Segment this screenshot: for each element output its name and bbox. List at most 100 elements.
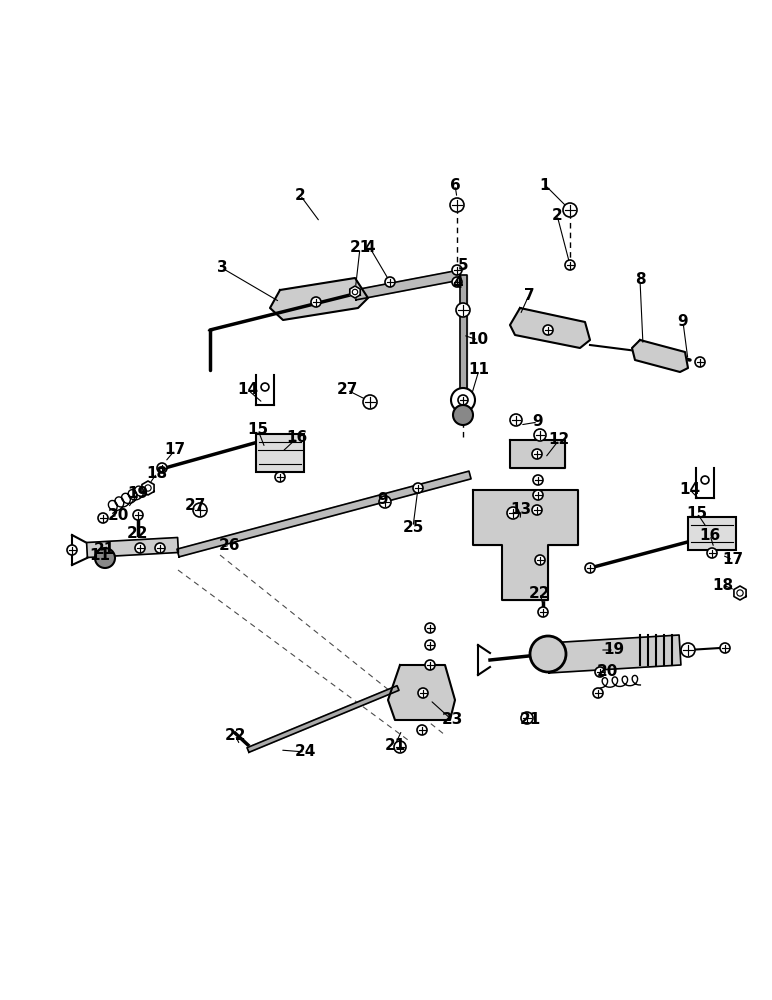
Polygon shape: [177, 471, 471, 557]
Text: 13: 13: [510, 502, 532, 518]
Polygon shape: [510, 308, 590, 348]
Circle shape: [135, 543, 145, 553]
Circle shape: [585, 563, 595, 573]
Circle shape: [67, 545, 77, 555]
Circle shape: [417, 725, 427, 735]
Text: 9: 9: [678, 314, 689, 330]
Circle shape: [533, 475, 543, 485]
Circle shape: [155, 543, 165, 553]
Polygon shape: [510, 440, 565, 468]
Circle shape: [145, 485, 151, 491]
Text: 6: 6: [449, 178, 460, 192]
Circle shape: [394, 741, 406, 753]
Polygon shape: [632, 340, 688, 372]
Circle shape: [534, 429, 546, 441]
Circle shape: [530, 636, 566, 672]
Circle shape: [311, 297, 321, 307]
Text: 23: 23: [442, 712, 462, 728]
Circle shape: [707, 548, 717, 558]
Text: 9: 9: [533, 414, 543, 430]
Text: 2: 2: [552, 208, 562, 223]
Circle shape: [418, 688, 428, 698]
Circle shape: [193, 503, 207, 517]
Text: 16: 16: [699, 528, 720, 542]
Text: 24: 24: [294, 744, 316, 760]
Text: 7: 7: [523, 288, 534, 302]
Circle shape: [453, 405, 473, 425]
Text: 19: 19: [604, 643, 625, 658]
Text: 27: 27: [185, 497, 205, 512]
Polygon shape: [547, 635, 681, 673]
Polygon shape: [388, 665, 455, 720]
Text: 8: 8: [635, 272, 645, 288]
Text: 20: 20: [596, 664, 618, 680]
Text: 22: 22: [127, 526, 149, 540]
Circle shape: [456, 303, 470, 317]
Circle shape: [157, 463, 167, 473]
Circle shape: [275, 472, 285, 482]
Circle shape: [451, 388, 475, 412]
Circle shape: [363, 395, 377, 409]
Circle shape: [535, 555, 545, 565]
Circle shape: [736, 590, 743, 596]
Text: 14: 14: [679, 483, 700, 497]
Text: 14: 14: [238, 382, 259, 397]
Text: 10: 10: [467, 332, 489, 348]
Polygon shape: [247, 686, 399, 752]
Circle shape: [385, 277, 395, 287]
Text: 21: 21: [350, 240, 371, 255]
Circle shape: [98, 513, 108, 523]
Circle shape: [563, 203, 577, 217]
Circle shape: [681, 643, 695, 657]
Text: 21: 21: [520, 712, 540, 728]
Circle shape: [507, 507, 519, 519]
Text: 1: 1: [540, 178, 550, 192]
Text: 11: 11: [90, 548, 110, 562]
Circle shape: [413, 483, 423, 493]
Circle shape: [538, 607, 548, 617]
Circle shape: [425, 640, 435, 650]
Text: 25: 25: [402, 520, 424, 534]
Circle shape: [133, 510, 143, 520]
Circle shape: [379, 496, 391, 508]
Circle shape: [720, 643, 730, 653]
Circle shape: [532, 449, 542, 459]
Polygon shape: [350, 286, 361, 298]
Circle shape: [452, 277, 462, 287]
Polygon shape: [142, 481, 154, 495]
Circle shape: [565, 260, 575, 270]
Text: 21: 21: [384, 738, 405, 752]
Text: 17: 17: [164, 442, 185, 458]
Circle shape: [701, 476, 709, 484]
Text: 11: 11: [469, 362, 489, 377]
Text: 5: 5: [458, 257, 469, 272]
Circle shape: [261, 383, 269, 391]
Circle shape: [533, 490, 543, 500]
Text: 3: 3: [217, 260, 227, 275]
Text: 12: 12: [548, 432, 570, 448]
Circle shape: [450, 198, 464, 212]
Polygon shape: [354, 270, 461, 300]
Text: 16: 16: [286, 430, 307, 446]
Text: 4: 4: [452, 275, 463, 290]
Text: 15: 15: [248, 422, 269, 438]
Text: 27: 27: [337, 382, 357, 397]
Circle shape: [532, 505, 542, 515]
Text: 26: 26: [219, 538, 241, 552]
Text: 18: 18: [713, 578, 733, 592]
Text: 4: 4: [364, 240, 375, 255]
FancyBboxPatch shape: [256, 434, 304, 472]
Text: 15: 15: [686, 506, 708, 520]
Circle shape: [452, 265, 462, 275]
Circle shape: [510, 414, 522, 426]
Text: 9: 9: [378, 492, 388, 508]
Circle shape: [425, 660, 435, 670]
Polygon shape: [270, 278, 368, 320]
Text: 20: 20: [107, 508, 129, 522]
Text: 21: 21: [93, 542, 114, 558]
Polygon shape: [459, 275, 466, 410]
Circle shape: [695, 357, 705, 367]
Text: 18: 18: [147, 466, 168, 481]
Circle shape: [425, 623, 435, 633]
Text: 22: 22: [530, 585, 550, 600]
